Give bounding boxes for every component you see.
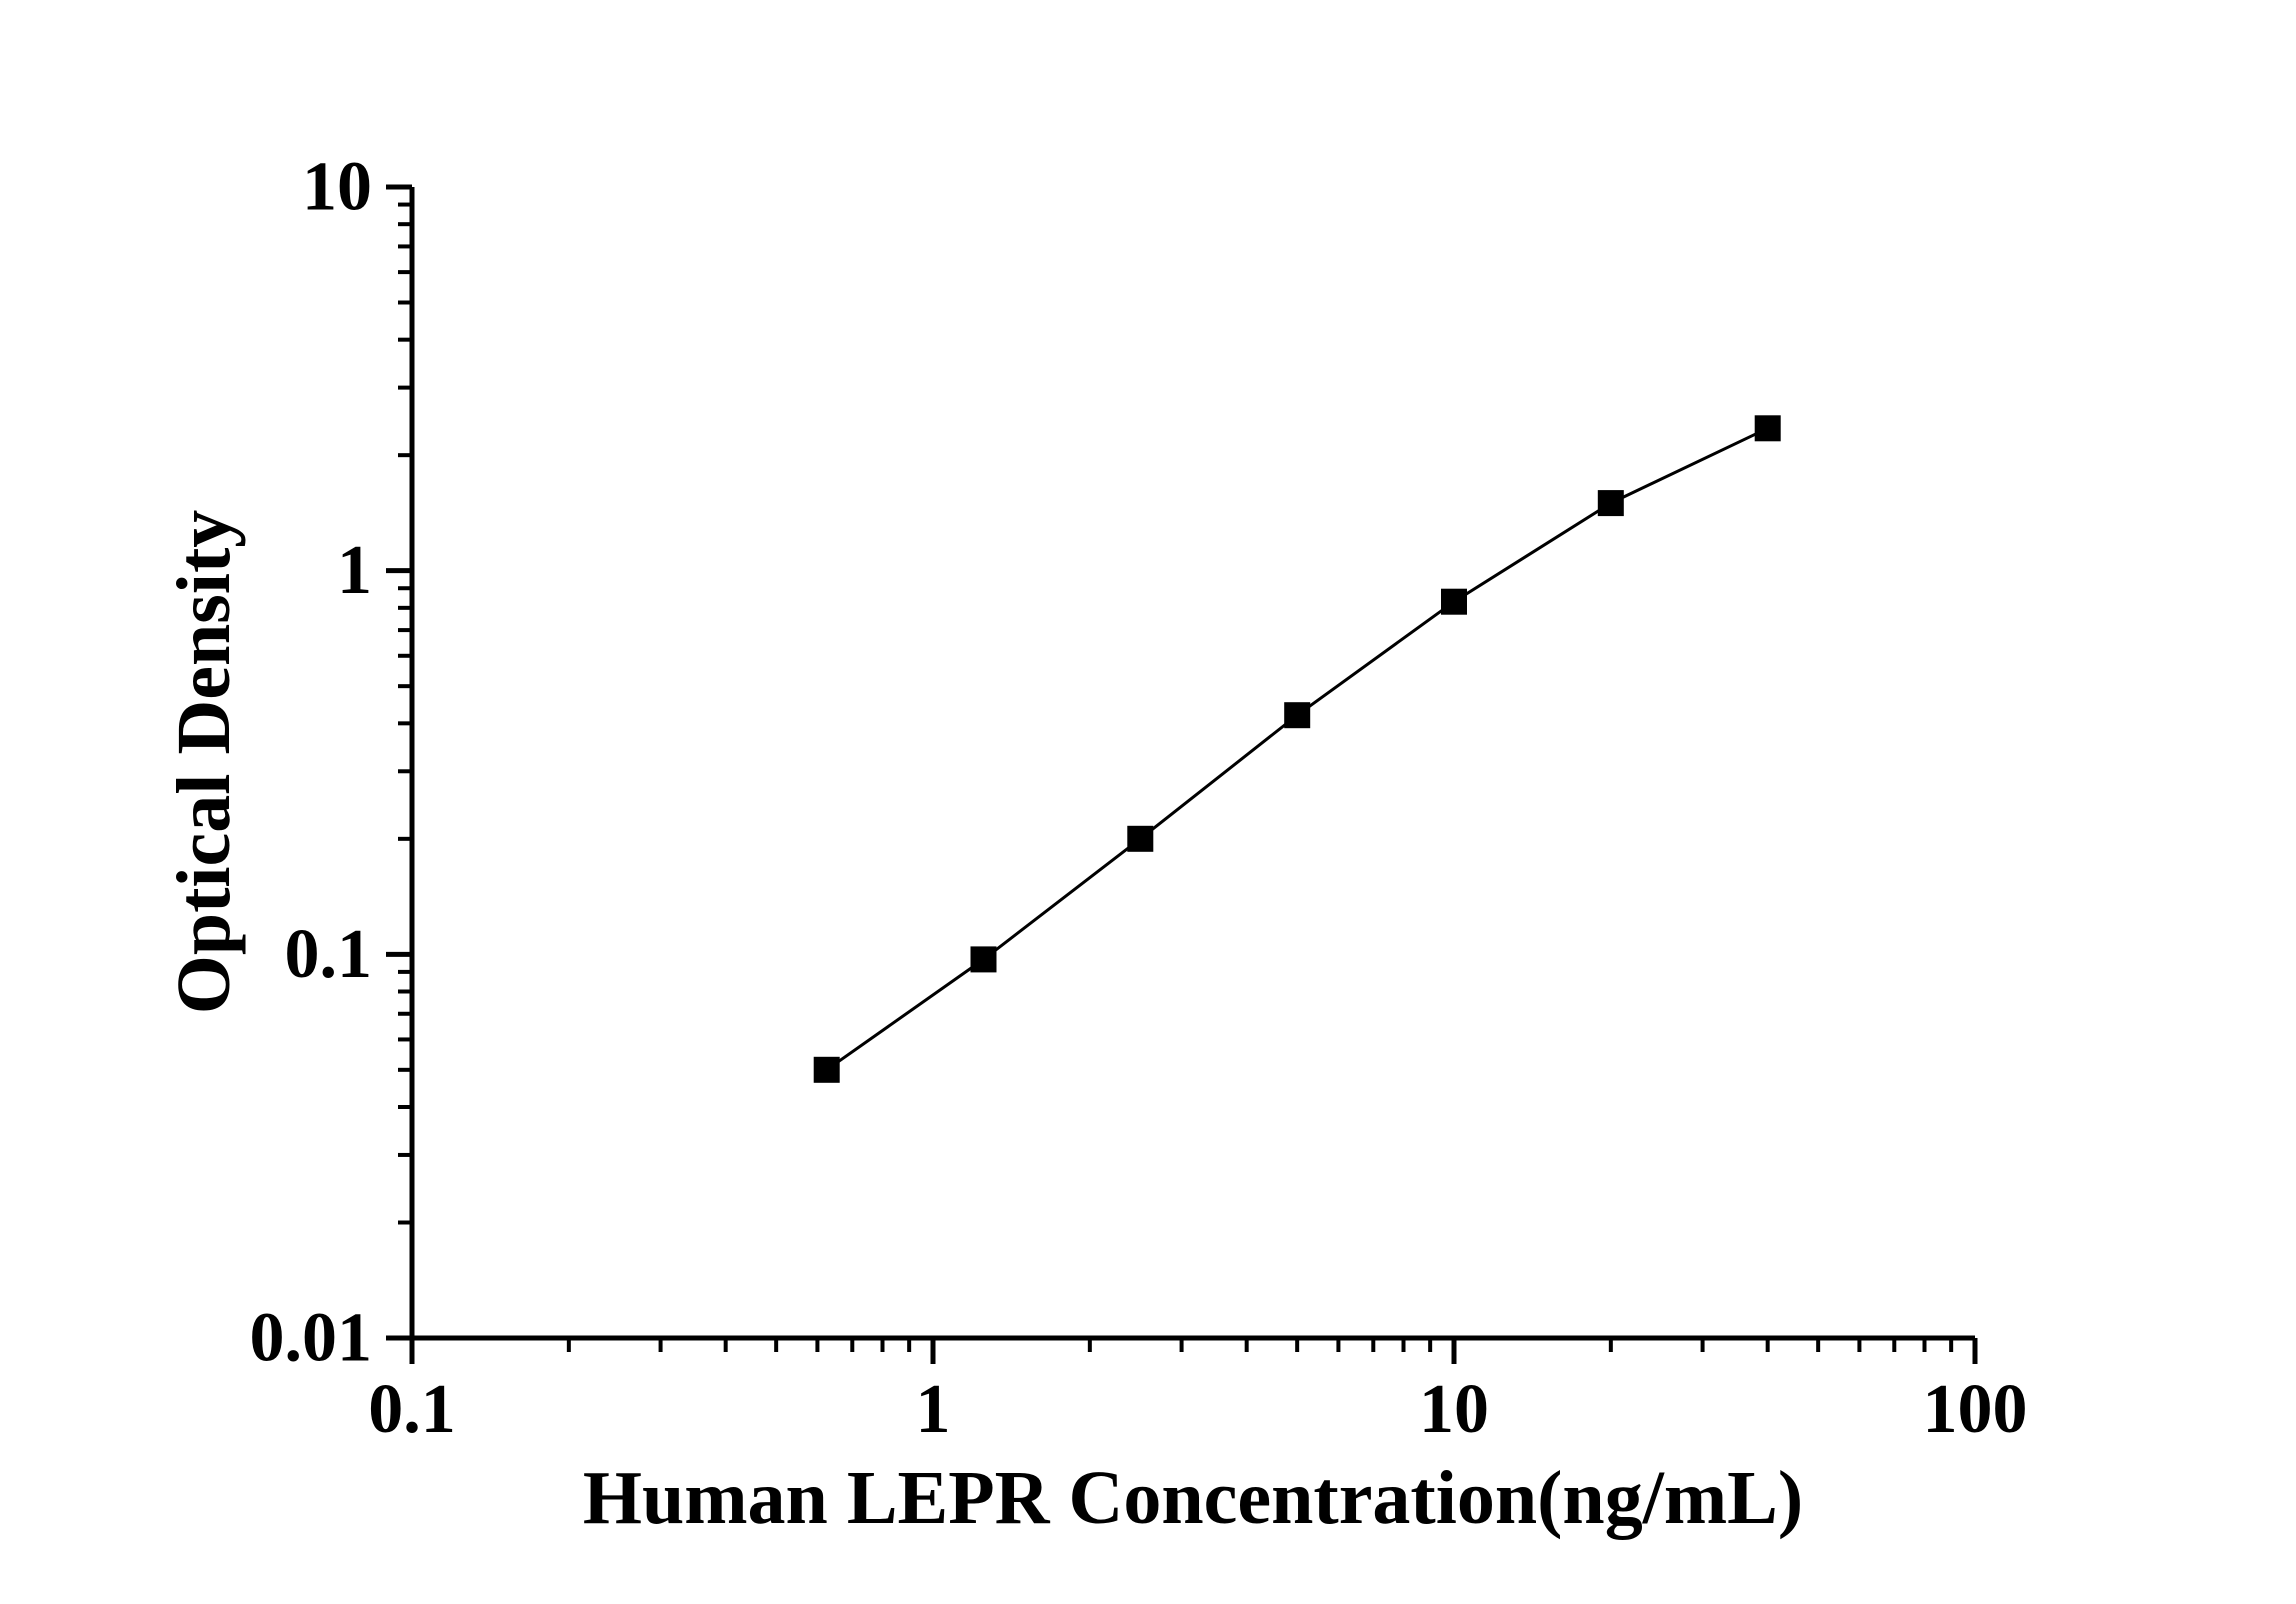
data-point-marker: [1441, 588, 1467, 615]
x-tick-label: 100: [1923, 1371, 2028, 1448]
data-point-marker: [813, 1056, 840, 1083]
axis-ticks: [386, 184, 1978, 1364]
y-axis-title: Optical Density: [162, 510, 246, 1015]
x-axis-title: Human LEPR Concentration(ng/mL): [583, 1456, 1803, 1540]
data-point-marker: [970, 946, 997, 973]
data-point-marker: [1754, 415, 1781, 442]
axes: [409, 187, 1975, 1341]
y-tick-label: 1: [337, 532, 372, 609]
y-tick-label: 0.01: [250, 1299, 373, 1376]
x-tick-label: 0.1: [368, 1371, 456, 1448]
series-line: [825, 426, 1769, 1072]
data-point-marker: [1597, 490, 1624, 517]
series-polyline: [825, 426, 1769, 1072]
x-tick-label: 10: [1419, 1371, 1489, 1448]
y-tick-label: 10: [302, 149, 372, 226]
data-point-marker: [1284, 702, 1311, 729]
data-point-marker: [1127, 825, 1154, 852]
y-tick-label: 0.1: [285, 916, 373, 993]
data-points: [813, 415, 1781, 1083]
x-tick-label: 1: [916, 1371, 951, 1448]
